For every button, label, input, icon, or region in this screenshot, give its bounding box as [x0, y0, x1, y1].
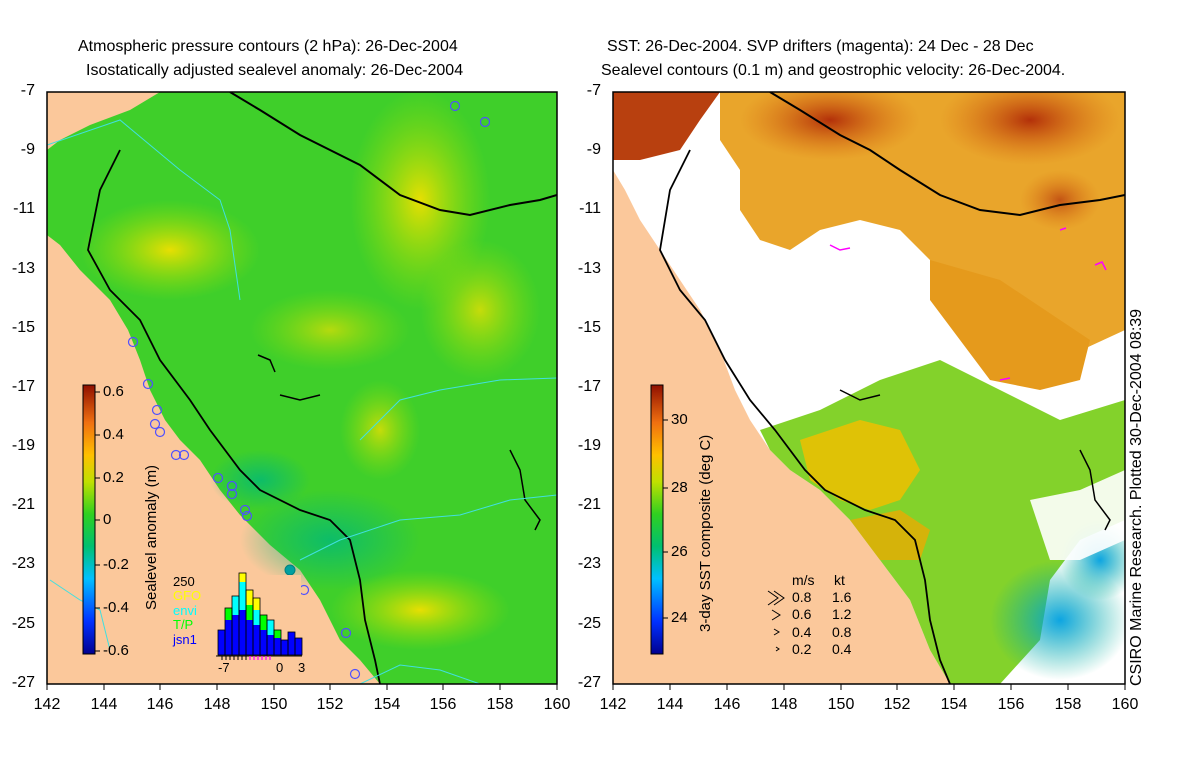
right-y-tick: -21 — [577, 496, 601, 513]
right-x-tick: 146 — [713, 696, 741, 713]
right-x-tick: 152 — [883, 696, 911, 713]
left-y-tick: -23 — [11, 555, 35, 572]
left-colorbar-tick: -0.2 — [103, 556, 129, 573]
tide-gauge-markers — [127, 100, 491, 680]
left-x-tick: 144 — [90, 696, 118, 713]
left-x-tick: 146 — [146, 696, 174, 713]
right-colorbar-tick: 30 — [671, 411, 688, 428]
left-x-tick: 158 — [486, 696, 514, 713]
left-x-tick: 160 — [543, 696, 571, 713]
right-map — [613, 92, 1125, 684]
credit-text: CSIRO Marine Research. Plotted 30-Dec-20… — [1128, 308, 1145, 686]
left-png-coast — [229, 92, 557, 217]
right-y-tick: -11 — [579, 200, 601, 217]
right-y-tick: -25 — [577, 615, 601, 632]
left-x-tick: 142 — [33, 696, 61, 713]
left-x-tick: 154 — [373, 696, 401, 713]
left-shelf-contour — [87, 149, 381, 684]
vector-legend-ms: 0.8 — [792, 589, 812, 605]
right-y-tick: -15 — [577, 319, 601, 336]
left-map — [47, 92, 557, 684]
left-colorbar-tick: -0.6 — [103, 642, 129, 659]
vector-legend-kt: 0.8 — [832, 624, 852, 640]
vector-legend-kt: 0.4 — [832, 641, 852, 657]
right-x-tick: 150 — [827, 696, 855, 713]
left-title-line2: Isostatically adjusted sealevel anomaly:… — [86, 62, 464, 79]
left-y-tick: -19 — [11, 437, 35, 454]
left-colorbar — [82, 384, 96, 655]
vector-legend-ms: 0.4 — [792, 624, 812, 640]
vector-legend-ms: 0.2 — [792, 641, 812, 657]
right-x-tick: 142 — [599, 696, 627, 713]
left-x-tick: 150 — [260, 696, 288, 713]
right-y-tick: -27 — [577, 674, 601, 691]
inset-legend-tp: T/P — [173, 617, 194, 632]
inset-count-label: 250 — [173, 574, 195, 589]
vector-legend-header-kt: kt — [834, 572, 845, 588]
vector-legend-ms: 0.6 — [792, 606, 812, 622]
left-y-tick: -11 — [13, 200, 35, 217]
vector-legend-header-ms: m/s — [792, 572, 815, 588]
left-x-tick: 156 — [429, 696, 457, 713]
left-x-tick: 148 — [203, 696, 231, 713]
left-pressure-contour-1 — [47, 119, 241, 301]
left-y-tick: -27 — [11, 674, 35, 691]
right-colorbar-tick: 24 — [671, 609, 688, 626]
right-x-tick: 144 — [656, 696, 684, 713]
right-y-tick: -19 — [577, 437, 601, 454]
right-colorbar-tick: 28 — [671, 479, 688, 496]
right-x-tick: 156 — [997, 696, 1025, 713]
velocity-vector-legend-arrows — [767, 590, 785, 652]
right-y-tick: -17 — [577, 378, 601, 395]
left-y-tick: -13 — [11, 260, 35, 277]
inset-x-tick: 3 — [298, 660, 306, 675]
left-y-tick: -17 — [11, 378, 35, 395]
right-x-tick: 160 — [1111, 696, 1139, 713]
right-title-line2: Sealevel contours (0.1 m) and geostrophi… — [601, 62, 1066, 79]
vector-legend-kt: 1.2 — [832, 606, 852, 622]
left-colorbar-tick: 0.4 — [103, 426, 124, 443]
inset-legend-gfo: GFO — [173, 588, 202, 603]
inset-x-tick: 0 — [276, 660, 284, 675]
left-colorbar-tick: -0.4 — [103, 599, 129, 616]
left-x-tick: 152 — [316, 696, 344, 713]
left-colorbar-label: Sealevel anomaly (m) — [143, 464, 160, 610]
right-colorbar-tick: 26 — [671, 543, 688, 560]
right-colorbar-label: 3-day SST composite (deg C) — [697, 434, 714, 632]
left-y-tick: -25 — [11, 615, 35, 632]
inset-x-tick: -7 — [218, 660, 230, 675]
left-colorbar-tick: 0.6 — [103, 383, 124, 400]
vector-legend-kt: 1.6 — [832, 589, 852, 605]
right-y-tick: -9 — [586, 141, 601, 158]
left-y-tick: -15 — [11, 319, 35, 336]
left-colorbar-tick: 0.2 — [103, 469, 124, 486]
right-title-line1: SST: 26-Dec-2004. SVP drifters (magenta)… — [607, 38, 1034, 55]
left-y-tick: -7 — [20, 82, 35, 99]
right-y-tick: -23 — [577, 555, 601, 572]
left-title-line1: Atmospheric pressure contours (2 hPa): 2… — [78, 38, 458, 55]
svp-drifter-tracks — [829, 227, 1107, 381]
inset-legend-jsn1: jsn1 — [173, 632, 197, 647]
right-colorbar — [650, 384, 664, 655]
left-y-tick: -9 — [20, 141, 35, 158]
left-colorbar-tick: 0 — [103, 511, 112, 528]
right-x-tick: 148 — [770, 696, 798, 713]
right-x-tick: 154 — [940, 696, 968, 713]
right-y-tick: -13 — [577, 260, 601, 277]
right-y-tick: -7 — [586, 82, 601, 99]
satellite-histogram-inset — [216, 572, 303, 660]
left-y-tick: -21 — [11, 496, 35, 513]
right-x-tick: 158 — [1054, 696, 1082, 713]
inset-legend-envi: envi — [173, 603, 197, 618]
